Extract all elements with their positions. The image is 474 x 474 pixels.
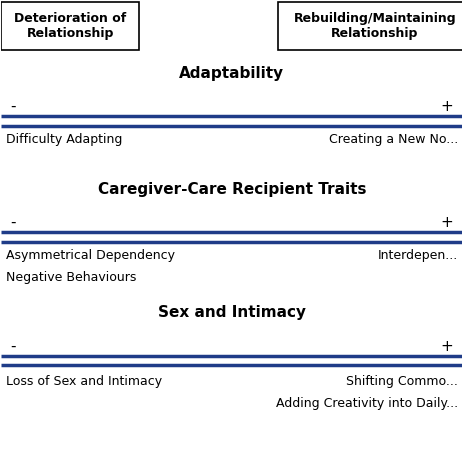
Text: Sex and Intimacy: Sex and Intimacy [158,305,306,320]
Text: Loss of Sex and Intimacy: Loss of Sex and Intimacy [6,375,162,388]
Text: Adaptability: Adaptability [179,66,284,81]
FancyBboxPatch shape [1,2,139,50]
FancyBboxPatch shape [278,2,472,50]
Text: Rebuilding/Maintaining
Relationship: Rebuilding/Maintaining Relationship [293,12,456,40]
Text: +: + [440,215,453,230]
Text: +: + [440,338,453,354]
Text: Adding Creativity into Daily...: Adding Creativity into Daily... [276,397,458,410]
Text: -: - [10,338,16,354]
Text: Caregiver-Care Recipient Traits: Caregiver-Care Recipient Traits [98,182,366,197]
Text: Shifting Commo...: Shifting Commo... [346,375,458,388]
Text: Interdepen...: Interdepen... [378,249,458,263]
Text: Negative Behaviours: Negative Behaviours [6,271,136,284]
Text: Creating a New No...: Creating a New No... [328,133,458,146]
Text: -: - [10,215,16,230]
Text: Difficulty Adapting: Difficulty Adapting [6,133,122,146]
Text: +: + [440,99,453,114]
Text: Deterioration of
Relationship: Deterioration of Relationship [14,12,127,40]
Text: -: - [10,99,16,114]
Text: Asymmetrical Dependency: Asymmetrical Dependency [6,249,174,263]
